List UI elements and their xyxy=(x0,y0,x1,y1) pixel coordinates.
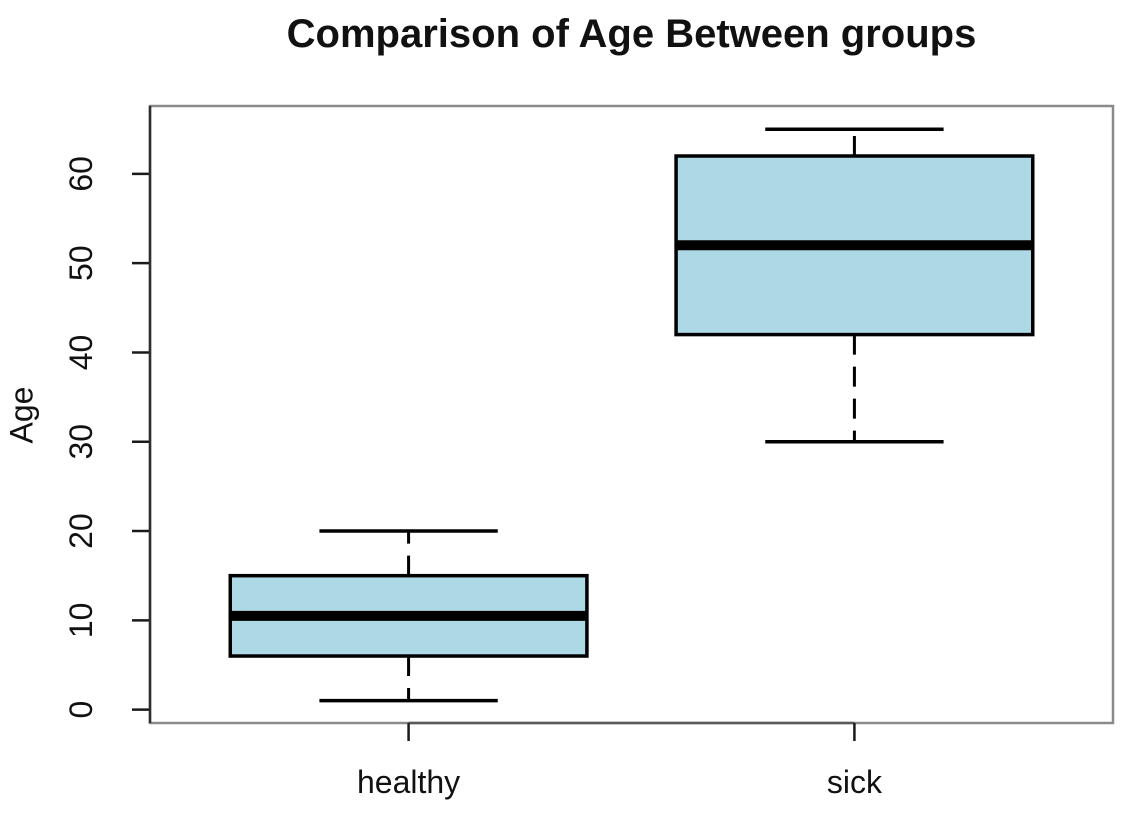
x-tick-label-healthy: healthy xyxy=(357,764,460,800)
y-tick-label-60: 60 xyxy=(63,156,99,192)
y-tick-label-50: 50 xyxy=(63,245,99,281)
y-tick-label-40: 40 xyxy=(63,335,99,371)
chart-title: Comparison of Age Between groups xyxy=(286,12,977,56)
y-tick-label-10: 10 xyxy=(63,603,99,639)
y-tick-label-0: 0 xyxy=(63,701,99,719)
y-tick-label-20: 20 xyxy=(63,513,99,549)
x-tick-label-sick: sick xyxy=(827,764,883,800)
y-tick-label-30: 30 xyxy=(63,424,99,460)
